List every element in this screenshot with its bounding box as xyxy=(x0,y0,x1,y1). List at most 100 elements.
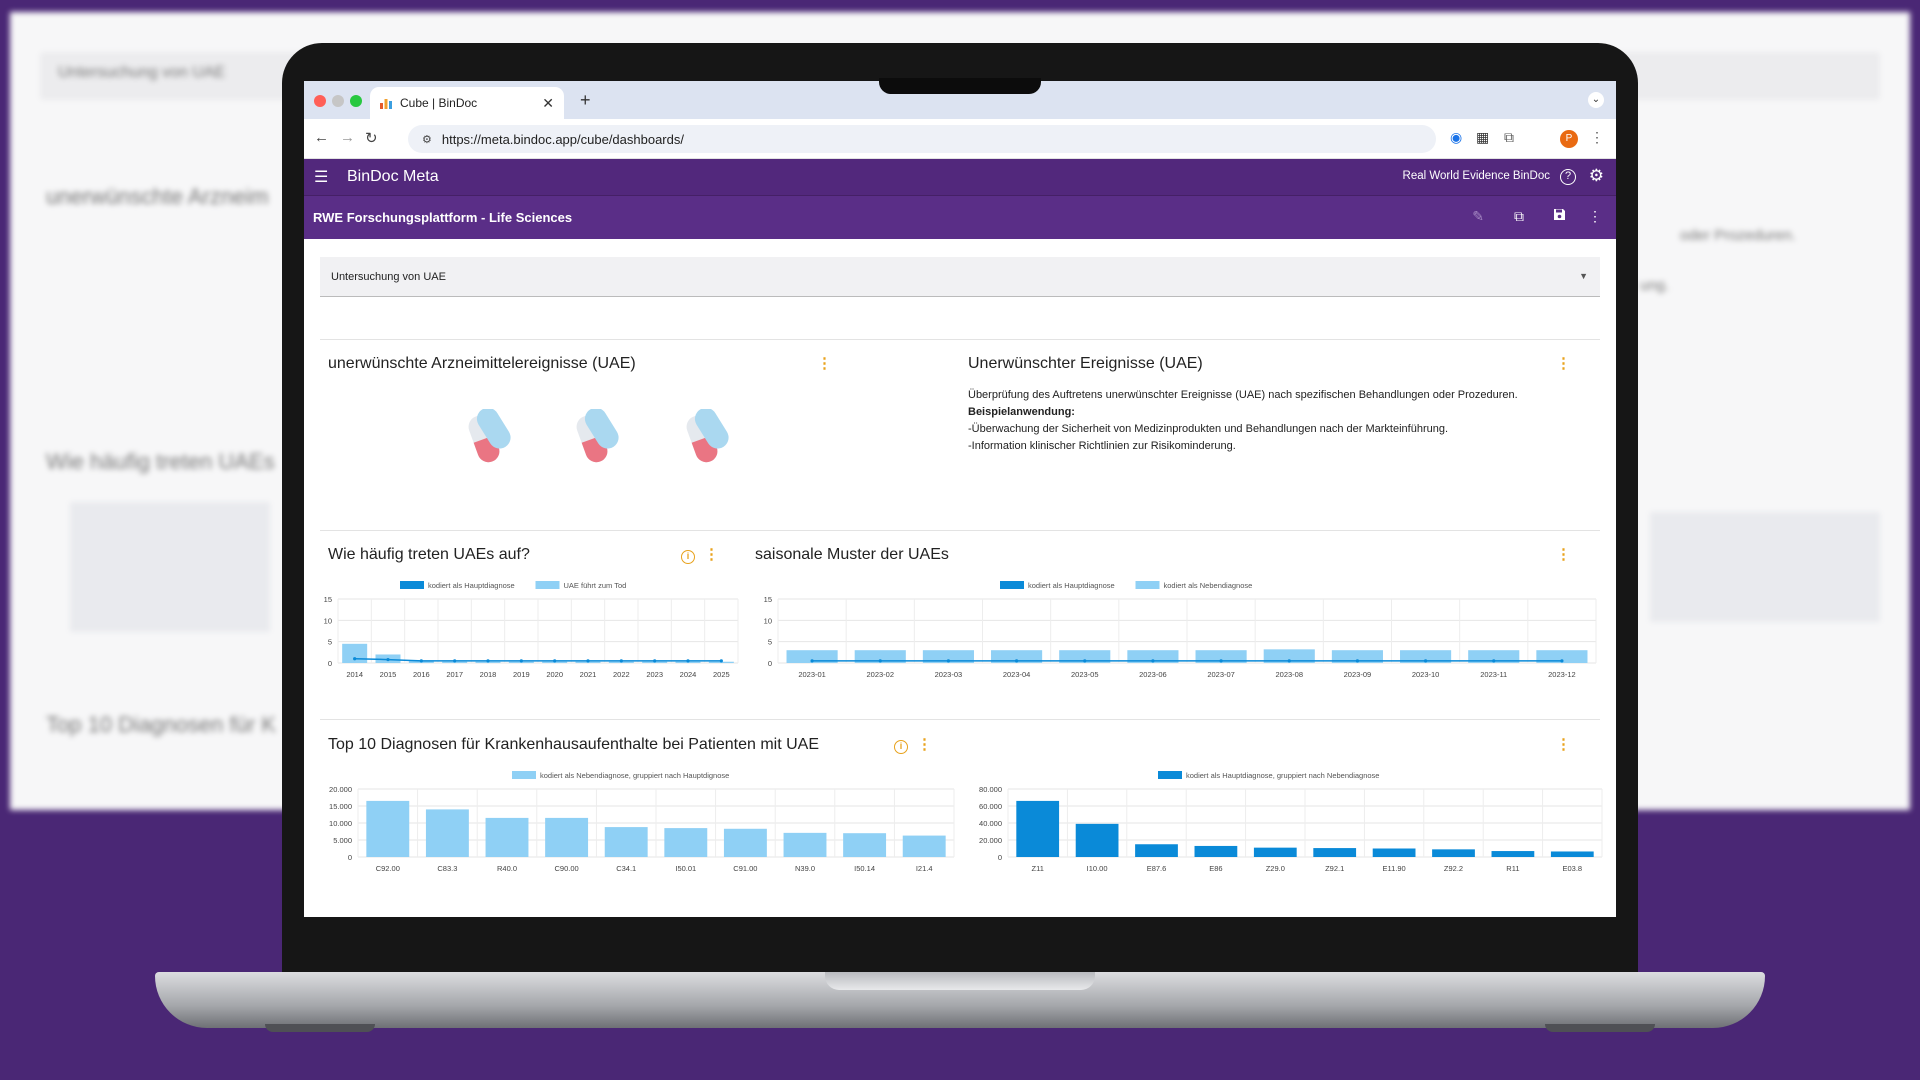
bar-chart-favicon-icon xyxy=(380,99,392,109)
panel-menu-icon[interactable]: ⋮ xyxy=(704,546,719,563)
dashboard-title: RWE Forschungsplattform - Life Sciences xyxy=(313,210,573,225)
bar xyxy=(843,833,887,857)
x-tick-label: E11.90 xyxy=(1382,864,1405,873)
info-icon[interactable]: i xyxy=(681,550,695,564)
x-tick-label: E87.6 xyxy=(1147,864,1167,873)
line-point xyxy=(353,657,357,661)
x-tick-label: 2022 xyxy=(613,670,630,679)
panel-menu-icon[interactable]: ⋮ xyxy=(1556,736,1571,753)
y-tick-label: 5 xyxy=(328,638,332,647)
dashboard-toolbar: RWE Forschungsplattform - Life Sciences … xyxy=(304,195,1616,239)
panel-menu-icon[interactable]: ⋮ xyxy=(817,355,832,372)
more-icon[interactable]: ⋮ xyxy=(1588,208,1602,224)
line-point xyxy=(1355,659,1360,663)
y-tick-label: 40.000 xyxy=(979,819,1002,828)
window-zoom-icon[interactable] xyxy=(350,95,362,107)
line-point xyxy=(386,657,390,662)
save-icon[interactable] xyxy=(1553,208,1566,224)
line-point xyxy=(653,659,657,663)
line-point xyxy=(419,659,423,663)
x-tick-label: Z92.2 xyxy=(1444,864,1463,873)
tab-title: Cube | BinDoc xyxy=(400,96,478,110)
x-tick-label: 2023-03 xyxy=(935,670,963,679)
y-tick-label: 5.000 xyxy=(333,836,352,845)
browser-tab[interactable]: Cube | BinDoc ✕ xyxy=(370,87,564,119)
bar xyxy=(485,817,529,857)
reload-icon[interactable]: ↻ xyxy=(365,130,378,147)
window-close-icon[interactable] xyxy=(314,95,326,107)
panel-menu-icon[interactable]: ⋮ xyxy=(1556,355,1571,372)
legend-swatch xyxy=(1000,581,1024,589)
extension-icon[interactable]: ▦ xyxy=(1476,129,1490,145)
line-point xyxy=(453,659,457,663)
new-tab-icon[interactable]: + xyxy=(580,90,591,110)
panel-title-top10: Top 10 Diagnosen für Krankenhausaufentha… xyxy=(328,736,819,753)
x-tick-label: Z29.0 xyxy=(1266,864,1285,873)
background-select-label: Untersuchung von UAE xyxy=(58,64,226,81)
tab-search-chevron-icon[interactable]: ⌄ xyxy=(1588,92,1604,108)
bar xyxy=(1135,844,1178,857)
tab-close-icon[interactable]: ✕ xyxy=(542,94,554,111)
legend-label: kodiert als Hauptdiagnose, gruppiert nac… xyxy=(1186,771,1379,780)
address-bar[interactable]: ⚙ https://meta.bindoc.app/cube/dashboard… xyxy=(408,125,1436,153)
hamburger-menu-icon[interactable]: ☰ xyxy=(314,169,329,186)
extensions-puzzle-icon[interactable]: ⧉ xyxy=(1504,129,1514,145)
panel-menu-icon[interactable]: ⋮ xyxy=(1556,546,1571,563)
info-icon[interactable]: i xyxy=(894,740,908,754)
line-point xyxy=(1423,659,1428,663)
x-tick-label: 2023-06 xyxy=(1139,670,1167,679)
line-point xyxy=(719,659,723,663)
laptop-base xyxy=(155,972,1765,1028)
y-tick-label: 0 xyxy=(998,853,1002,862)
description-line: -Überwachung der Sicherheit von Medizinp… xyxy=(968,423,1449,435)
camera-notch xyxy=(879,78,1041,94)
bar xyxy=(1127,650,1179,663)
org-name[interactable]: Real World Evidence BinDoc xyxy=(1402,170,1550,182)
browser-toolbar: ← → ↻ ⚙ https://meta.bindoc.app/cube/das… xyxy=(304,119,1616,159)
site-info-icon[interactable]: ⚙ xyxy=(422,133,432,146)
edit-icon[interactable]: ✎ xyxy=(1472,208,1484,224)
legend-label: kodiert als Nebendiagnose xyxy=(1164,581,1253,590)
window-minimize-icon[interactable] xyxy=(332,95,344,107)
x-tick-label: C90.00 xyxy=(555,864,579,873)
help-icon[interactable]: ? xyxy=(1560,169,1576,185)
line-point xyxy=(1151,659,1155,663)
bar xyxy=(854,650,906,663)
line-point xyxy=(486,659,490,663)
gear-icon[interactable]: ⚙ xyxy=(1588,166,1604,185)
x-tick-label: 2023-08 xyxy=(1275,670,1303,679)
bar xyxy=(1075,823,1119,857)
bar xyxy=(366,800,410,857)
series-line xyxy=(354,657,722,662)
back-icon[interactable]: ← xyxy=(314,129,329,146)
profile-avatar[interactable]: P xyxy=(1560,130,1578,148)
y-tick-label: 15 xyxy=(764,595,772,604)
line-point xyxy=(686,659,690,663)
y-tick-label: 15 xyxy=(324,595,332,604)
x-tick-label: 2024 xyxy=(680,670,697,679)
x-tick-label: 2016 xyxy=(413,670,430,679)
bar xyxy=(425,809,469,857)
x-tick-label: 2023-09 xyxy=(1344,670,1372,679)
bar xyxy=(1400,650,1452,663)
x-tick-label: 2023-10 xyxy=(1412,670,1440,679)
browser-menu-icon[interactable]: ⋮ xyxy=(1590,129,1604,145)
line-point xyxy=(1560,659,1564,663)
panel-title-uae: unerwünschte Arzneimittelereignisse (UAE… xyxy=(328,355,636,372)
legend-label: UAE führt zum Tod xyxy=(564,581,627,590)
bar xyxy=(1536,650,1588,663)
extension-icon[interactable]: ◉ xyxy=(1450,129,1463,145)
bar xyxy=(786,650,838,663)
divider xyxy=(320,339,1600,340)
url-text: https://meta.bindoc.app/cube/dashboards/ xyxy=(441,131,684,147)
bar xyxy=(783,832,827,857)
copy-icon[interactable]: ⧉ xyxy=(1514,208,1524,224)
panel-menu-icon[interactable]: ⋮ xyxy=(917,736,932,753)
description-line: Überprüfung des Auftretens unerwünschter… xyxy=(968,389,1518,401)
bar xyxy=(664,828,708,857)
x-tick-label: R40.0 xyxy=(497,864,517,873)
divider xyxy=(320,719,1600,720)
filter-select[interactable]: Untersuchung von UAE ▼ xyxy=(320,257,1600,297)
forward-icon[interactable]: → xyxy=(340,129,355,146)
y-tick-label: 15.000 xyxy=(329,802,352,811)
